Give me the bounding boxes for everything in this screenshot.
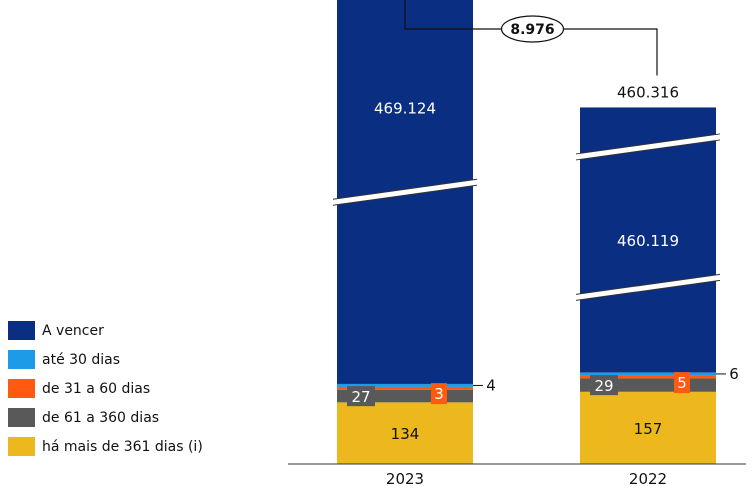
legend-swatch-61-360 <box>8 408 35 427</box>
axis-break-edge-a-2-2022 <box>575 273 721 295</box>
bar-ate30-2023 <box>337 383 473 387</box>
x-tick-label-2023: 2023 <box>386 470 424 486</box>
axis-break-edge-b-1-2022 <box>575 139 721 161</box>
bar-31-60-2022 <box>580 375 716 379</box>
legend-label-a-vencer: A vencer <box>42 322 104 339</box>
bar-31-60-2023 <box>337 386 473 390</box>
legend-item-ate-30: até 30 dias <box>8 345 203 374</box>
bar-mais361-2022 <box>580 391 716 464</box>
value-box-61-360-2023 <box>347 386 375 407</box>
x-tick-label-2022: 2022 <box>629 470 667 486</box>
axis-break-edge-a-1-2022 <box>575 133 721 155</box>
value-box-61-360-2022 <box>590 375 618 396</box>
value-box-31-60-2022 <box>674 372 690 394</box>
axis-break-edge-b-2-2023 <box>332 184 478 206</box>
axis-break-edge-b-2-2022 <box>575 279 721 301</box>
bars-layer <box>332 0 721 464</box>
labels-layer: 1342734469.124469.29220231572956460.1194… <box>347 0 739 486</box>
value-label-61-360-2022: 29 <box>594 377 613 395</box>
legend-label-31-60: de 31 a 60 dias <box>42 380 151 397</box>
legend: A vencer até 30 dias de 31 a 60 dias de … <box>8 316 203 461</box>
value-label-a-vencer-2023: 469.124 <box>374 99 436 117</box>
legend-label-61-360: de 61 a 360 dias <box>42 409 160 426</box>
axis-break-edge-a-2-2023 <box>332 178 478 200</box>
legend-item-mais-361: há mais de 361 dias (i) <box>8 432 203 461</box>
difference-label: 8.976 <box>510 22 554 38</box>
value-label-31-60-2022: 5 <box>677 374 687 392</box>
value-label-ate30-2023: 4 <box>486 376 496 394</box>
axis-break-1-2022 <box>576 133 720 160</box>
total-label-2022: 460.316 <box>617 83 679 101</box>
bar-mais361-2023 <box>337 402 473 464</box>
value-label-mais361-2022: 157 <box>634 420 663 438</box>
bar-ate30-2022 <box>580 372 716 376</box>
legend-label-ate-30: até 30 dias <box>42 351 121 368</box>
value-label-ate30-2022: 6 <box>729 365 739 383</box>
value-label-a-vencer-2022: 460.119 <box>617 232 679 250</box>
value-label-61-360-2023: 27 <box>351 388 370 406</box>
axis-break-2-2023 <box>333 179 477 206</box>
axis-break-2-2022 <box>576 274 720 301</box>
legend-swatch-mais-361 <box>8 437 35 456</box>
legend-item-61-360: de 61 a 360 dias <box>8 403 203 432</box>
difference-badge <box>500 15 565 43</box>
value-label-mais361-2023: 134 <box>391 425 420 443</box>
legend-label-mais-361: há mais de 361 dias (i) <box>42 438 203 455</box>
value-label-31-60-2023: 3 <box>434 385 444 403</box>
value-box-31-60-2023 <box>431 383 447 405</box>
legend-item-31-60: de 31 a 60 dias <box>8 374 203 403</box>
legend-swatch-31-60 <box>8 379 35 398</box>
legend-swatch-ate-30 <box>8 350 35 369</box>
legend-item-a-vencer: A vencer <box>8 316 203 345</box>
legend-swatch-a-vencer <box>8 321 35 340</box>
